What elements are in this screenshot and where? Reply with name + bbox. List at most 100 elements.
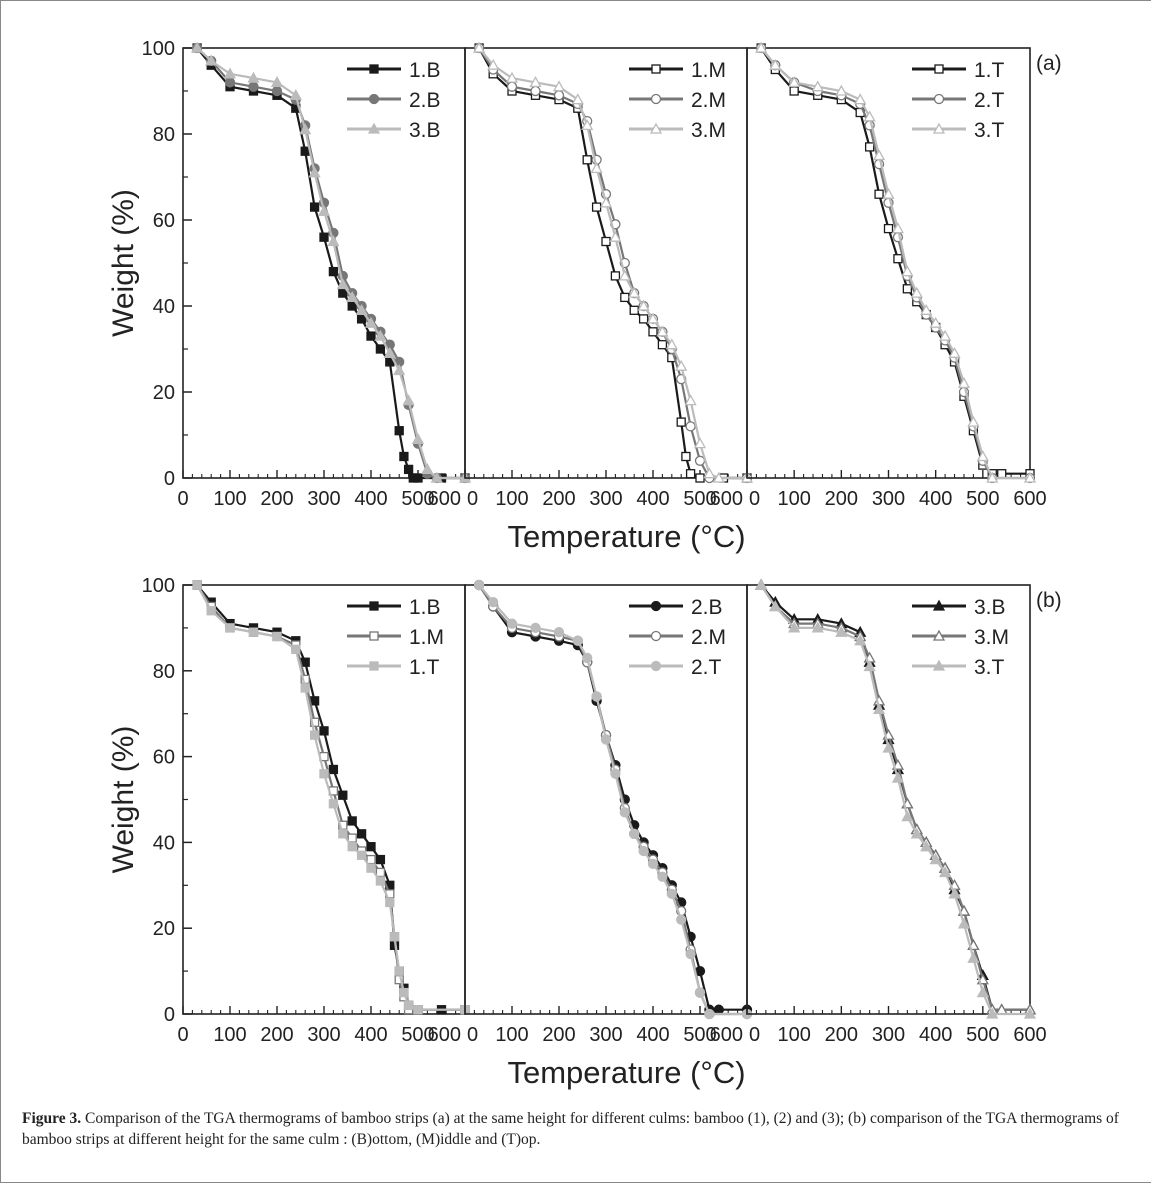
- figure-caption: Figure 3. Comparison of the TGA thermogr…: [22, 1108, 1122, 1150]
- data-point: [656, 325, 669, 337]
- legend-entry-1.T: 1.T: [912, 59, 1005, 82]
- data-point: [338, 288, 348, 298]
- x-tick-label: 0: [467, 1024, 478, 1046]
- x-tick-label: 100: [495, 488, 528, 510]
- x-tick-label: 300: [872, 1024, 905, 1046]
- data-point: [693, 437, 707, 449]
- legend-entry-2.B: 2.B: [347, 89, 441, 112]
- legend-marker: [367, 122, 381, 134]
- data-point: [676, 914, 687, 925]
- legend-marker: [650, 630, 662, 642]
- data-point: [874, 189, 884, 199]
- series-3.B: [190, 41, 472, 483]
- data-point: [755, 41, 768, 53]
- data-point: [591, 691, 602, 702]
- subplot-frame: [746, 47, 1031, 479]
- series-3.M: [472, 41, 754, 483]
- legend-label: 1.B: [409, 59, 441, 82]
- legend-marker: [932, 122, 946, 134]
- data-point: [403, 1000, 414, 1011]
- series-line: [760, 584, 1030, 1016]
- data-point: [309, 202, 320, 212]
- data-point: [356, 314, 367, 324]
- x-tick-label: 400: [919, 488, 952, 510]
- data-point: [506, 81, 518, 92]
- y-tick-label: 40: [153, 296, 175, 318]
- data-point: [685, 469, 696, 479]
- x-tick-label: 400: [919, 1024, 952, 1046]
- y-tick-label: 20: [153, 918, 175, 940]
- legend-label: 2.T: [691, 656, 722, 679]
- data-point: [657, 871, 668, 882]
- data-point: [473, 579, 485, 591]
- legend-marker: [650, 93, 662, 105]
- legend-label: 1.M: [409, 626, 444, 649]
- data-point: [789, 86, 799, 96]
- legend-label: 3.M: [974, 626, 1009, 649]
- data-point: [599, 196, 613, 208]
- data-point: [413, 473, 423, 483]
- data-point: [272, 631, 282, 642]
- data-point: [704, 1008, 715, 1020]
- data-point: [591, 202, 602, 212]
- data-point: [755, 578, 768, 590]
- x-tick-label: 600: [428, 488, 461, 510]
- data-point: [967, 415, 980, 427]
- y-tick-label: 100: [142, 575, 175, 597]
- data-point: [394, 426, 404, 436]
- x-tick-label: 600: [428, 1024, 461, 1046]
- x-tick-label: 400: [636, 1024, 669, 1046]
- data-point: [399, 987, 409, 998]
- legend-marker: [368, 93, 380, 105]
- x-tick-label: 500: [401, 1024, 434, 1046]
- data-point: [347, 301, 357, 311]
- data-point: [291, 644, 301, 654]
- legend-entry-3.T: 3.T: [912, 656, 1005, 679]
- data-point: [854, 634, 867, 646]
- legend-entry-3.B: 3.B: [347, 119, 441, 142]
- series-line: [478, 47, 747, 480]
- y-tick-label: 0: [164, 468, 175, 490]
- data-point: [872, 149, 886, 161]
- data-point: [1023, 1007, 1037, 1019]
- x-tick-label: 0: [177, 488, 188, 510]
- series-line: [478, 47, 747, 480]
- data-point: [685, 948, 696, 960]
- data-point: [811, 621, 824, 633]
- data-point: [712, 471, 725, 483]
- data-point: [811, 80, 824, 92]
- data-point: [356, 850, 367, 860]
- subplot-frame: [746, 584, 1031, 1015]
- legend-entry-2.T: 2.T: [912, 89, 1005, 112]
- data-point: [572, 635, 583, 646]
- data-point: [487, 58, 500, 70]
- data-point: [205, 54, 218, 66]
- data-point: [629, 305, 639, 315]
- data-point: [610, 768, 621, 779]
- x-tick-label: 500: [683, 488, 716, 510]
- legend-entry-1.B: 1.B: [347, 596, 441, 619]
- legend-marker: [932, 599, 946, 611]
- legend-label: 1.T: [974, 59, 1005, 82]
- legend-label: 2.B: [409, 89, 441, 112]
- data-point: [248, 81, 259, 92]
- data-point: [948, 887, 961, 899]
- data-point: [675, 359, 688, 371]
- data-point: [948, 346, 961, 358]
- data-point: [190, 41, 204, 53]
- data-point: [328, 799, 339, 809]
- data-point: [684, 394, 697, 406]
- data-point: [582, 155, 592, 165]
- legend-marker: [651, 64, 661, 74]
- series-3.T: [755, 578, 1037, 1019]
- data-point: [600, 734, 612, 745]
- x-tick-label: 200: [825, 1024, 858, 1046]
- data-point: [366, 863, 376, 873]
- panel-label: (a): [1036, 52, 1062, 75]
- legend-label: 3.T: [974, 656, 1005, 679]
- x-tick-label: 100: [777, 488, 810, 510]
- data-point: [901, 810, 914, 822]
- data-point: [309, 696, 320, 706]
- data-point: [1023, 471, 1037, 483]
- data-point: [695, 473, 705, 483]
